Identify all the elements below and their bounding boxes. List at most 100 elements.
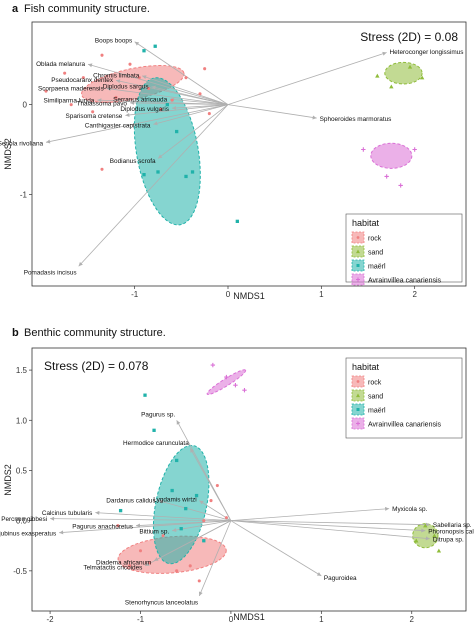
point-rock — [159, 107, 163, 111]
point-avrainvillea — [233, 382, 238, 388]
vector-chromis-limbata — [142, 75, 229, 105]
x-tick-label: 0 — [226, 290, 231, 299]
point-sand — [389, 84, 394, 89]
point-maerl — [175, 458, 179, 463]
species-label-ditrupa-sp: Ditrupa sp. — [433, 536, 464, 543]
species-label-diplodus-vulgaris: Diplodus vulgaris — [120, 106, 169, 113]
vector-head-bittium-sp — [172, 528, 177, 532]
vector-head-scorpaena-maderensis — [106, 86, 111, 91]
x-tick-label: 2 — [410, 615, 415, 622]
point-sand — [436, 548, 442, 553]
point-rock — [138, 549, 143, 553]
species-label-phoronopsis-californica: Phoronopsis californica — [428, 528, 474, 535]
legend-box — [345, 213, 463, 283]
species-label-serranus-atricauda: Serranus atricauda — [113, 96, 167, 103]
vector-head-hermodice-carunculata — [190, 448, 194, 453]
species-label-pagurus-sp: Pagurus sp. — [141, 412, 175, 419]
vector-head-diplodus-vulgaris — [172, 105, 177, 110]
panel-a-vector-labels: Boops boops Oblada melanura Chromis limbat… — [0, 38, 463, 277]
point-rock — [197, 579, 201, 583]
panel-a-points — [44, 44, 425, 223]
species-label-sphoeroides-marmoratus: Sphoeroides marmoratus — [320, 116, 392, 123]
panel-b-ellipses — [117, 369, 439, 574]
species-label-diadema-africanum: Diadema africanum — [96, 560, 151, 567]
panel-a-stress: Stress (2D) = 0.08 — [360, 30, 458, 44]
vector-head-pomadasis-incisus — [78, 261, 83, 267]
vector-jujubinus-exasperatus — [59, 520, 231, 534]
species-label-scorpaena-maderensis: Scorpaena maderensis — [38, 86, 104, 93]
vector-head-chromis-limbata — [142, 75, 147, 80]
point-rock — [137, 76, 141, 80]
point-rock — [203, 67, 207, 71]
point-rock — [198, 92, 202, 96]
vector-ditrupa-sp — [230, 520, 430, 540]
legend-label-rock: rock — [368, 236, 382, 243]
y-tick-label: 0.5 — [16, 466, 28, 475]
point-sand — [375, 73, 380, 78]
panel-b-plot: Pagurus sp. Hermodice carunculata Dardanus… — [0, 347, 474, 622]
vector-head-lygdamis-wirtzi — [199, 500, 204, 505]
vector-head-stenorhyncus-lanceolatus — [198, 591, 203, 596]
point-maerl — [153, 44, 157, 48]
vector-head-canthigaster-capistrata — [153, 121, 158, 126]
vector-head-pseudocaranx-dentex — [116, 79, 121, 84]
panel-b-title: Benthic community structure. — [24, 327, 166, 339]
panel-b-ticks: -2 -1 0 1 2 -0.5 0.0 0.5 1.0 1.5 — [13, 366, 414, 622]
point-maerl — [179, 527, 183, 531]
legend-label-maerl: maërl — [368, 264, 386, 271]
species-label-telmatactis-cricoides: Telmatactis cricoides — [83, 565, 142, 572]
legend-label-avrainvillea: Avrainvillea canariensis — [368, 422, 442, 429]
legend-marker-maerl — [356, 408, 360, 411]
legend-label-rock: rock — [368, 380, 382, 387]
y-tick-label: 1.5 — [16, 366, 28, 375]
vector-boops-boops — [134, 41, 229, 105]
point-avrainvillea — [361, 147, 366, 152]
species-label-pagurus-anachoretus: Pagurus anachoretus — [72, 523, 133, 530]
species-label-hermodice-carunculata: Hermodice carunculata — [123, 440, 189, 447]
legend-marker-rock — [356, 380, 360, 383]
point-avrainvillea — [398, 183, 403, 188]
point-rock — [215, 483, 219, 488]
vector-head-sphoeroides-marmoratus — [312, 115, 317, 120]
legend-marker-avrainvillea — [356, 421, 360, 426]
x-tick-label: 0 — [229, 615, 234, 622]
legend-label-maerl: maërl — [368, 408, 386, 415]
species-label-similiparma-lurida: Similiparma lurida — [44, 98, 95, 105]
species-label-calcinus-tubularis: Calcinus tubularis — [42, 510, 92, 517]
vector-head-seriola-rivoliana — [46, 139, 51, 144]
panel-a-letter: a — [12, 3, 19, 15]
vector-canthigaster-capistrata — [153, 104, 229, 125]
y-tick-label: 0 — [23, 101, 28, 110]
legend-box — [345, 357, 463, 439]
y-tick-label: 0.0 — [16, 517, 28, 526]
vector-head-calcinus-tubularis — [95, 510, 100, 515]
legend-title: habitat — [352, 218, 380, 228]
vector-thalassoma-pavo — [129, 102, 229, 106]
point-sand — [432, 533, 437, 538]
species-label-dardanus-calidus: Dardanus calidus — [106, 497, 155, 504]
panel-b-header: b Benthic community structure. — [12, 327, 166, 339]
vector-head-dardanus-calidus — [158, 499, 163, 504]
species-label-canthigaster-capistrata: Canthigaster capistrata — [85, 123, 151, 130]
vector-hermodice-carunculata — [189, 448, 232, 521]
point-avrainvillea — [384, 174, 389, 179]
legend-title: habitat — [352, 362, 380, 372]
point-rock — [170, 98, 174, 102]
point-rock — [81, 76, 85, 80]
x-tick-label: 2 — [412, 290, 417, 299]
point-maerl — [170, 488, 174, 493]
species-label-bittium-sp: Bittium sp. — [139, 529, 169, 536]
x-tick-label: -1 — [131, 290, 139, 299]
ellipse-avrainvillea — [370, 142, 413, 169]
vector-head-pagurus-sp — [176, 420, 181, 425]
point-rock — [44, 89, 48, 93]
panel-a-title: Fish community structure. — [24, 3, 150, 15]
vector-head-heteroconger-longissimus — [382, 51, 387, 56]
species-label-myxicola-sp: Myxicola sp. — [392, 506, 427, 513]
y-tick-label: -1 — [20, 190, 28, 199]
point-maerl — [202, 539, 206, 543]
species-label-seriola-rivoliana: Seriola rivoliana — [0, 140, 44, 147]
vector-head-telmatactis-cricoides — [145, 562, 150, 566]
vector-head-phoronopsis-californica — [421, 528, 426, 533]
